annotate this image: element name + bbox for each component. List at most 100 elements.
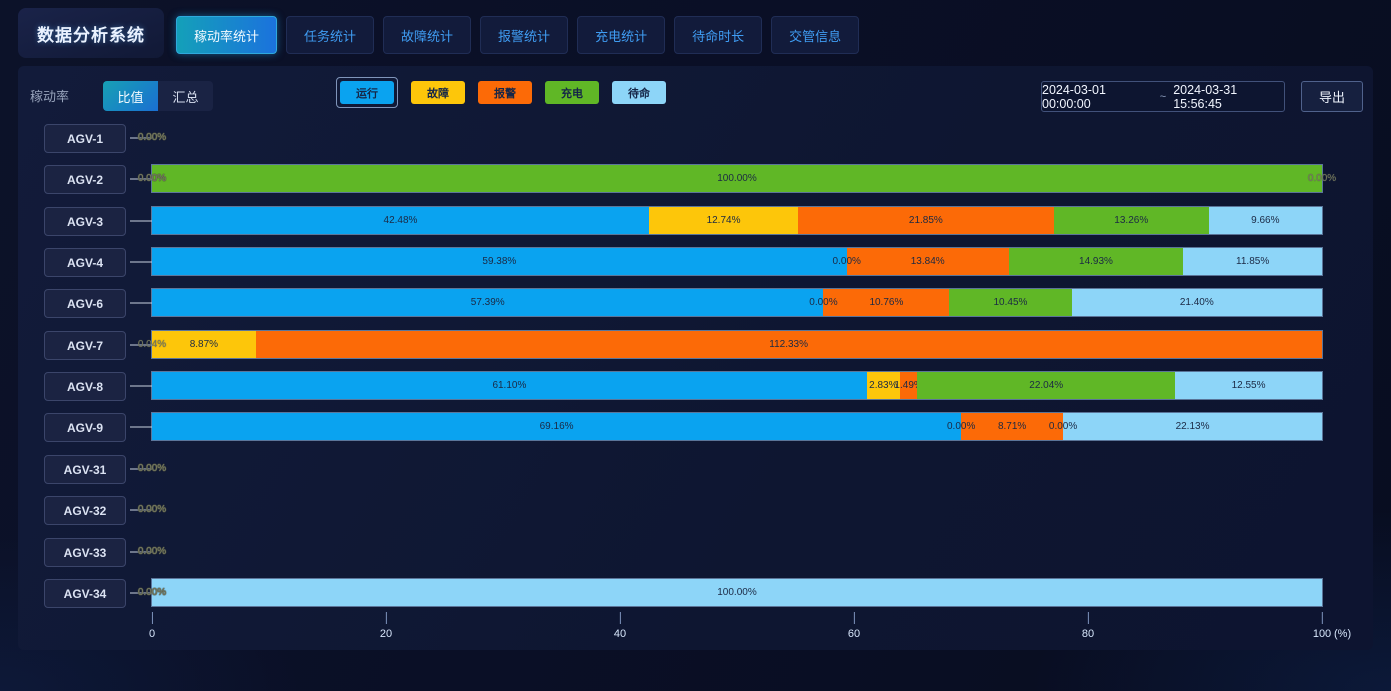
legend-chip-standby[interactable]: 待命	[612, 81, 666, 104]
tab-alarm-stats[interactable]: 报警统计	[480, 16, 569, 54]
bar-segment-alarm[interactable]: 8.71%	[961, 413, 1064, 440]
row-label-agv-1[interactable]: AGV-1	[44, 124, 126, 153]
segment-value-label: 0.00%	[832, 256, 861, 267]
category-tick	[130, 220, 152, 222]
segment-value-label: 12.74%	[706, 215, 741, 226]
mode-toggle: 比值 汇总	[103, 81, 213, 111]
row-label-agv-6[interactable]: AGV-6	[44, 289, 126, 318]
legend-bar: 运行 故障 报警 充电 待命	[336, 77, 666, 108]
segment-value-label: 0.00%	[137, 587, 167, 598]
segment-value-label: 0.00%	[137, 546, 167, 557]
bar-row-agv-4: 59.38% 13.84% 14.93% 11.85% 0.00%	[152, 248, 1322, 275]
bar-segment-charge[interactable]: 13.26%	[1053, 207, 1209, 234]
bar-row-agv-33: 0.00% 0.00% 0.00% 0.00% 0.00%	[138, 538, 1322, 565]
segment-value-label: 14.93%	[1079, 256, 1113, 267]
x-axis: 0 20 40 60 80 100 (%)	[149, 612, 1351, 652]
segment-value-label: 10.76%	[869, 297, 904, 308]
bar-segment-standby[interactable]: 22.13%	[1063, 413, 1322, 440]
segment-value-label: 0.00%	[137, 587, 167, 598]
tick-mark	[619, 612, 621, 624]
date-range-picker[interactable]: 2024-03-01 00:00:00 ~ 2024-03-31 15:56:4…	[1041, 81, 1285, 112]
category-tick	[130, 468, 152, 470]
row-label-agv-8[interactable]: AGV-8	[44, 372, 126, 401]
tick-label: 100	[1312, 628, 1332, 640]
row-label-agv-32[interactable]: AGV-32	[44, 496, 126, 525]
bar-segment-fault[interactable]: 2.83%	[866, 372, 900, 399]
mode-toggle-summary[interactable]: 汇总	[158, 81, 213, 111]
tab-traffic-info[interactable]: 交管信息	[771, 16, 860, 54]
export-button[interactable]: 导出	[1301, 81, 1363, 112]
tab-utilization-stats[interactable]: 稼动率统计	[176, 16, 278, 54]
content-panel: 稼动率 比值 汇总 运行 故障 报警 充电 待命 2024-03-01 00:00:00 …	[18, 66, 1373, 650]
tab-standby-duration[interactable]: 待命时长	[674, 16, 763, 54]
segment-value-label: 21.85%	[908, 215, 943, 226]
bar-segment-alarm[interactable]: 1.49%	[894, 372, 923, 399]
bar-segment-alarm[interactable]: 10.76%	[823, 289, 950, 316]
bar-segment-standby[interactable]: 11.85%	[1183, 248, 1322, 275]
bar-segment-run[interactable]: 59.38%	[152, 248, 847, 275]
segment-value-label: 61.10%	[492, 380, 527, 391]
tab-fault-stats[interactable]: 故障统计	[383, 16, 472, 54]
row-label-agv-7[interactable]: AGV-7	[44, 331, 126, 360]
row-label-agv-9[interactable]: AGV-9	[44, 413, 126, 442]
bar-row-agv-6: 57.39% 10.76% 10.45% 21.40% 0.00%	[152, 289, 1322, 316]
bar-segment-charge[interactable]: 100.00%	[152, 165, 1322, 192]
segment-value-label: 59.38%	[482, 256, 517, 267]
tick-mark	[1321, 612, 1323, 624]
segment-value-label: 0.00%	[137, 504, 167, 515]
x-axis-tick-40: 40	[614, 612, 626, 640]
bar-segment-fault[interactable]: 8.87%	[152, 331, 256, 358]
bar-row-agv-32: 0.00% 0.00% 0.00% 0.00% 0.00%	[138, 496, 1322, 523]
bar-segment-charge[interactable]: 14.93%	[1008, 248, 1184, 275]
bar-segment-standby[interactable]: 100.00%	[152, 579, 1322, 606]
segment-value-label: 11.85%	[1236, 256, 1270, 267]
segment-value-label: 0.04%	[137, 339, 167, 350]
bar-segment-run[interactable]: 57.39%	[152, 289, 824, 316]
segment-value-label: 9.66%	[1251, 215, 1280, 226]
segment-value-label: 10.45%	[993, 297, 1028, 308]
x-axis-tick-20: 20	[380, 612, 392, 640]
segment-value-label: 0.00%	[1307, 173, 1337, 184]
stacked-bar: 8.87% 112.33%	[152, 331, 1322, 358]
x-axis-unit: (%)	[1334, 628, 1352, 640]
legend-chip-alarm[interactable]: 报警	[478, 81, 532, 104]
date-range-start: 2024-03-01 00:00:00	[1042, 82, 1106, 111]
legend-chip-fault[interactable]: 故障	[411, 81, 465, 104]
tab-charge-stats[interactable]: 充电统计	[577, 16, 666, 54]
bar-segment-fault[interactable]: 12.74%	[649, 207, 799, 234]
bar-segment-run[interactable]: 69.16%	[152, 413, 962, 440]
segment-value-label: 112.33%	[769, 339, 809, 350]
category-tick	[130, 137, 152, 139]
stacked-bar: 100.00%	[152, 579, 1322, 606]
row-label-agv-34[interactable]: AGV-34	[44, 579, 126, 608]
mode-toggle-ratio[interactable]: 比值	[103, 81, 158, 111]
bar-segment-charge[interactable]: 22.04%	[917, 372, 1176, 399]
legend-chip-run[interactable]: 运行	[340, 81, 394, 104]
legend-chip-charge[interactable]: 充电	[545, 81, 599, 104]
bar-segment-standby[interactable]: 21.40%	[1071, 289, 1322, 316]
bar-segment-alarm[interactable]: 21.85%	[798, 207, 1054, 234]
bar-segment-standby[interactable]: 9.66%	[1208, 207, 1322, 234]
segment-value-label: 0.00%	[137, 173, 167, 184]
segment-value-label: 0.00%	[137, 504, 167, 515]
row-label-agv-4[interactable]: AGV-4	[44, 248, 126, 277]
tab-task-stats[interactable]: 任务统计	[286, 16, 375, 54]
bar-segment-run[interactable]: 42.48%	[152, 207, 649, 234]
segment-value-label: 8.71%	[997, 421, 1027, 432]
segment-value-label: 0.00%	[137, 463, 167, 474]
segment-value-label: 0.00%	[137, 463, 167, 474]
bar-segment-alarm[interactable]: 13.84%	[846, 248, 1009, 275]
row-label-agv-2[interactable]: AGV-2	[44, 165, 126, 194]
bar-row-agv-3: 42.48% 12.74% 21.85% 13.26% 9.66%	[152, 207, 1322, 234]
bar-row-agv-1: 0.00% 0.00% 0.00% 0.00% 0.00%	[138, 124, 1322, 151]
bar-segment-run[interactable]: 61.10%	[152, 372, 867, 399]
row-label-agv-3[interactable]: AGV-3	[44, 207, 126, 236]
bar-segment-charge[interactable]: 10.45%	[949, 289, 1072, 316]
category-tick	[130, 385, 152, 387]
row-label-agv-31[interactable]: AGV-31	[44, 455, 126, 484]
bar-segment-standby[interactable]: 12.55%	[1175, 372, 1322, 399]
bar-segment-alarm[interactable]: 112.33%	[255, 331, 1322, 358]
row-label-agv-33[interactable]: AGV-33	[44, 538, 126, 567]
segment-value-label: 0.00%	[137, 173, 167, 184]
